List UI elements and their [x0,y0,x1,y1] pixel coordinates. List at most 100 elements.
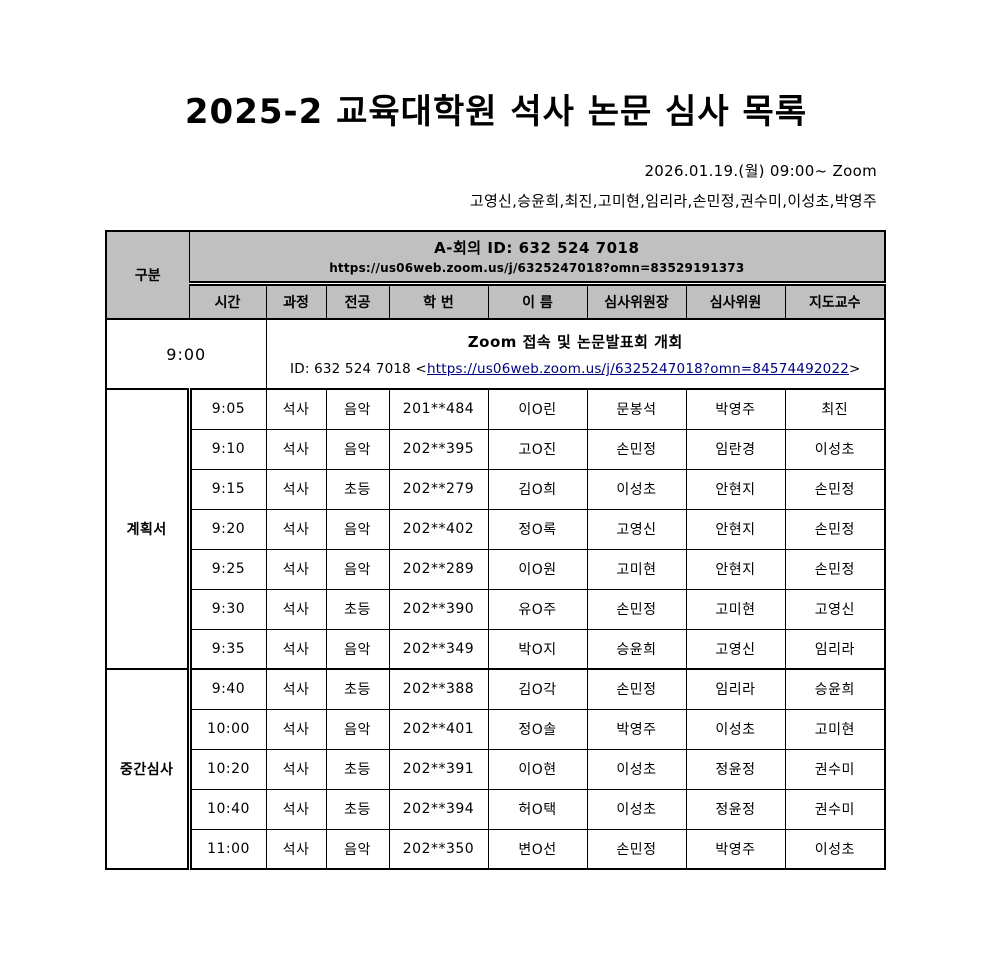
cell-name: 유O주 [487,588,588,630]
cell-chair: 손민정 [586,428,687,470]
table-row: 10:20 석사 초등 202**391 이O현 이성초 정윤정 권수미 [106,748,886,790]
cell-course: 석사 [265,628,327,670]
cell-major: 음악 [325,548,390,590]
cell-name: 변O선 [487,828,588,870]
column-header-gubun: 구분 [105,230,190,320]
cell-time: 10:40 [188,788,267,830]
cell-chair: 고미현 [586,548,687,590]
cell-name: 정O솔 [487,708,588,750]
cell-advisor: 손민정 [784,508,886,550]
cell-advisor: 권수미 [784,788,886,830]
cell-chair: 손민정 [586,588,687,630]
cell-student-id: 202**289 [388,548,489,590]
cell-committee: 이성초 [685,708,786,750]
cell-student-id: 202**402 [388,508,489,550]
cell-advisor: 임리라 [784,628,886,670]
cell-chair: 손민정 [586,828,687,870]
cell-name: 정O록 [487,508,588,550]
cell-major: 음악 [325,828,390,870]
cell-name: 고O진 [487,428,588,470]
column-header-row: 시간 과정 전공 학 번 이 름 심사위원장 심사위원 지도교수 [106,282,886,320]
cell-course: 석사 [265,508,327,550]
cell-chair: 이성초 [586,468,687,510]
cell-advisor: 최진 [784,388,886,430]
cell-committee: 박영주 [685,388,786,430]
cell-chair: 이성초 [586,788,687,830]
cell-course: 석사 [265,668,327,710]
cell-time: 9:40 [188,668,267,710]
cell-student-id: 202**394 [388,788,489,830]
cell-course: 석사 [265,788,327,830]
cell-major: 음악 [325,708,390,750]
column-header-name: 이 름 [487,282,588,320]
cell-time: 9:10 [188,428,267,470]
cell-course: 석사 [265,708,327,750]
column-header-time: 시간 [188,282,267,320]
cell-student-id: 202**350 [388,828,489,870]
cell-major: 초등 [325,588,390,630]
cell-major: 음악 [325,508,390,550]
cell-student-id: 202**349 [388,628,489,670]
table-row: 9:10 석사 음악 202**395 고O진 손민정 임란경 이성초 [106,428,886,470]
cell-name: 허O택 [487,788,588,830]
cell-time: 9:05 [188,388,267,430]
cell-major: 초등 [325,788,390,830]
cell-student-id: 201**484 [388,388,489,430]
cell-committee: 고미현 [685,588,786,630]
cell-time: 9:30 [188,588,267,630]
cell-time: 9:25 [188,548,267,590]
cell-committee: 박영주 [685,828,786,870]
table-row: 9:30 석사 초등 202**390 유O주 손민정 고미현 고영신 [106,588,886,630]
cell-advisor: 이성초 [784,828,886,870]
cell-committee: 정윤정 [685,788,786,830]
column-header-committee: 심사위원 [685,282,786,320]
cell-major: 초등 [325,668,390,710]
opening-id-line: ID: 632 524 7018 <https://us06web.zoom.u… [267,361,884,377]
cell-chair: 박영주 [586,708,687,750]
cell-time: 9:20 [188,508,267,550]
cell-major: 음악 [325,388,390,430]
cell-name: 이O린 [487,388,588,430]
group-label: 계획서 [105,388,192,670]
cell-chair: 승윤희 [586,628,687,670]
cell-major: 초등 [325,468,390,510]
cell-major: 음악 [325,628,390,670]
schedule-table-container: 구분 A-회의 ID: 632 524 7018 https://us06web… [105,230,887,870]
cell-name: 이O현 [487,748,588,790]
cell-name: 김O희 [487,468,588,510]
cell-committee: 안현지 [685,548,786,590]
cell-time: 10:00 [188,708,267,750]
cell-major: 초등 [325,748,390,790]
cell-advisor: 승윤희 [784,668,886,710]
table-row: 9:35 석사 음악 202**349 박O지 승윤희 고영신 임리라 [106,628,886,670]
cell-committee: 고영신 [685,628,786,670]
cell-advisor: 손민정 [784,548,886,590]
opening-time: 9:00 [105,318,267,390]
opening-title: Zoom 접속 및 논문발표회 개회 [467,333,683,351]
group-label: 중간심사 [105,668,192,870]
cell-student-id: 202**279 [388,468,489,510]
cell-course: 석사 [265,548,327,590]
schedule-table: 구분 A-회의 ID: 632 524 7018 https://us06web… [105,230,887,870]
cell-advisor: 권수미 [784,748,886,790]
cell-advisor: 손민정 [784,468,886,510]
cell-chair: 문봉석 [586,388,687,430]
cell-chair: 고영신 [586,508,687,550]
table-row: 10:00 석사 음악 202**401 정O솔 박영주 이성초 고미현 [106,708,886,750]
cell-time: 10:20 [188,748,267,790]
cell-student-id: 202**395 [388,428,489,470]
cell-committee: 임리라 [685,668,786,710]
schedule-body: 계획서 9:05 석사 음악 201**484 이O린 문봉석 박영주 최진 9:10 석사 음악 20… [105,388,886,870]
cell-advisor: 고영신 [784,588,886,630]
cell-student-id: 202**391 [388,748,489,790]
cell-committee: 임란경 [685,428,786,470]
cell-course: 석사 [265,588,327,630]
committee-names: 고영신,승윤희,최진,고미현,임리라,손민정,권수미,이성초,박영주 [469,192,877,210]
column-header-student-id: 학 번 [388,282,489,320]
column-header-course: 과정 [265,282,327,320]
page-title: 2025-2 교육대학원 석사 논문 심사 목록 [184,92,808,132]
cell-major: 음악 [325,428,390,470]
zoom-meeting-link[interactable]: https://us06web.zoom.us/j/6325247018?omn… [426,361,850,377]
cell-course: 석사 [265,468,327,510]
column-header-major: 전공 [325,282,390,320]
